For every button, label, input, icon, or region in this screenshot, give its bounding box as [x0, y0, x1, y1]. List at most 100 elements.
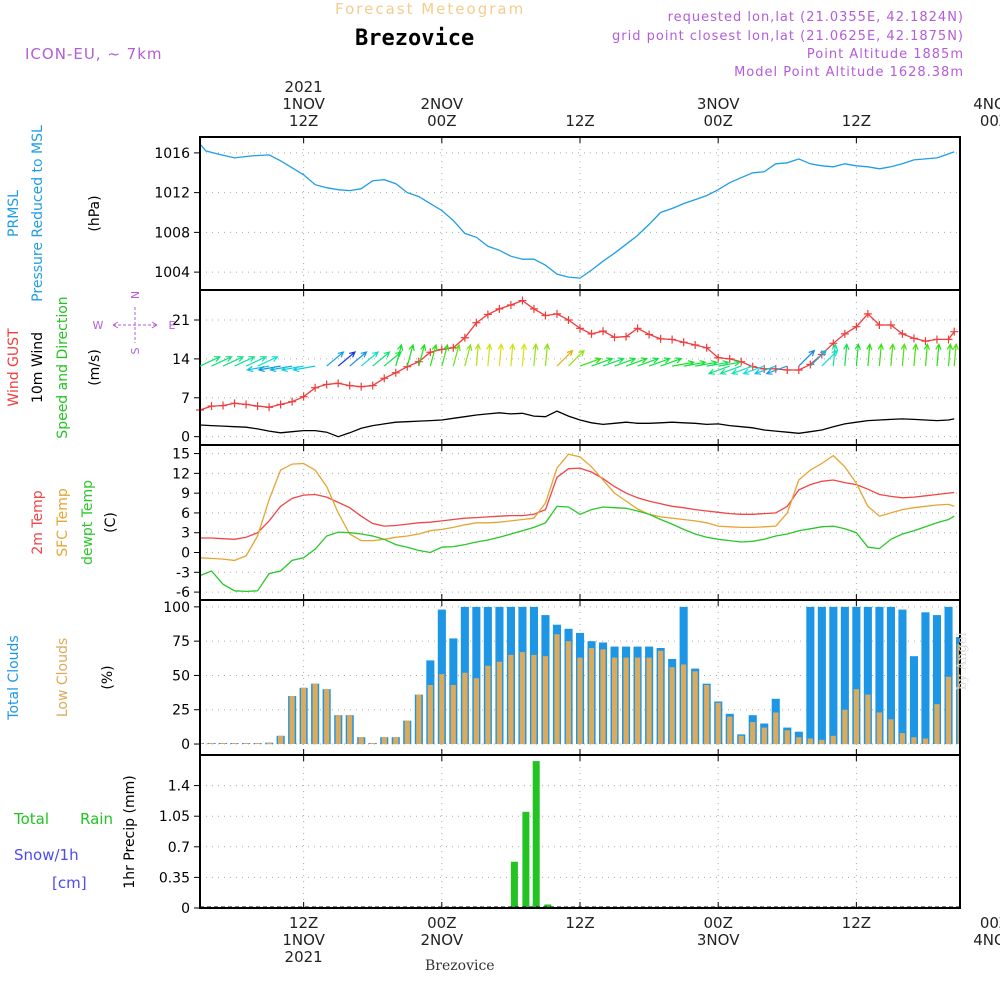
low-cloud-bar [427, 685, 433, 744]
low-cloud-bar [473, 678, 479, 744]
gust-marker [576, 324, 584, 333]
gust-marker [886, 321, 895, 329]
low-cloud-bar [439, 674, 445, 745]
low-cloud-bar [957, 643, 960, 744]
gust-marker [518, 296, 527, 305]
total-cloud-bar [472, 606, 481, 745]
wind-direction-arrow [730, 365, 753, 375]
panel-label-clouds: (%) [100, 665, 116, 689]
panel-label-wind: Wind GUST [6, 328, 22, 407]
top-time-label: 12Z [289, 112, 318, 130]
wind-direction-arrow [591, 357, 614, 367]
low-cloud-bar [220, 743, 226, 744]
model-point-altitude: Model Point Altitude 1628.38m [734, 65, 964, 80]
gust-marker [950, 327, 959, 336]
low-cloud-bar [945, 676, 952, 744]
wind-direction-arrow [579, 357, 603, 367]
low-cloud-bar [335, 715, 341, 744]
low-cloud-bar [635, 657, 641, 744]
panel-label-temperature: SFC Temp [55, 488, 71, 557]
low-cloud-bar [243, 743, 249, 744]
top-time-label: 00Z [703, 112, 732, 130]
bottom-time-label: 12Z [842, 914, 871, 932]
bottom-time-label: 2021 [285, 948, 323, 966]
total-cloud-bar [829, 606, 838, 745]
gust-marker [230, 399, 239, 408]
gust-marker [276, 400, 285, 409]
low-cloud-bar [830, 735, 836, 744]
low-cloud-bar [646, 657, 652, 744]
gust-marker [380, 374, 389, 383]
gust-marker [783, 366, 792, 374]
low-cloud-bar [381, 737, 387, 745]
gust-marker [702, 343, 711, 352]
y-tick-label: 3 [181, 526, 190, 542]
wind-direction-arrow [753, 365, 777, 375]
gust-marker [921, 337, 930, 346]
y-tick-label: 50 [172, 668, 190, 684]
total-cloud-bar [806, 606, 815, 745]
low-cloud-bar [842, 709, 848, 744]
panel-label-wind: (m/s) [87, 349, 103, 386]
y-tick-label: 0.35 [159, 870, 190, 886]
gust-marker [541, 311, 550, 320]
gust-marker [645, 330, 654, 339]
precip-label-cm: [cm] [52, 874, 87, 892]
gust-marker [403, 362, 412, 371]
low-cloud-bar [301, 687, 307, 744]
top-time-label: 4NOV [973, 95, 1000, 113]
low-cloud-bar [200, 743, 203, 744]
low-cloud-bar [704, 685, 710, 744]
low-cloud-bar [738, 735, 744, 744]
top-time-label: 00Z [427, 112, 456, 130]
bottom-time-label: 4NOV [973, 931, 1000, 949]
wind-direction-arrow [568, 349, 585, 367]
y-tick-label: 9 [181, 486, 190, 502]
gust-marker [587, 329, 596, 338]
wind-direction-arrow [372, 351, 391, 367]
low-cloud-bar [347, 715, 353, 744]
gust-marker [265, 403, 274, 412]
gust-marker [299, 392, 308, 401]
wind-direction-arrow [349, 351, 368, 367]
wind-direction-arrow [935, 342, 942, 367]
wind-direction-arrow [452, 343, 461, 367]
low-cloud-bar [588, 648, 595, 744]
rain-bar [532, 761, 540, 908]
panel-label-pressure: PRMSL [6, 190, 22, 237]
wind-direction-arrow [877, 342, 884, 367]
wind-direction-arrow [234, 356, 256, 367]
bottom-time-label: 12Z [565, 914, 594, 932]
low-cloud-bar [531, 654, 537, 745]
wind-direction-arrow [245, 356, 268, 367]
low-cloud-bar [312, 683, 318, 745]
total-cloud-bar [875, 606, 884, 745]
y-tick-label: 1016 [154, 146, 190, 162]
wind-direction-arrow [809, 349, 827, 367]
gust-marker [691, 341, 700, 349]
y-tick-label: 1008 [154, 225, 190, 241]
gust-marker [529, 304, 538, 313]
wind-direction-arrow [464, 343, 473, 367]
panel-label-temperature: 2m Temp [30, 490, 46, 554]
y-tick-label: 1004 [154, 265, 190, 281]
compass-n: N [129, 291, 142, 299]
gust-marker [863, 309, 872, 318]
low-cloud-bar [462, 672, 468, 744]
gust-marker [368, 381, 377, 390]
total-cloud-bar [863, 606, 872, 745]
compass-e: E [169, 319, 176, 332]
low-cloud-bar [669, 667, 675, 744]
series-line-10m-wind [199, 410, 955, 438]
wind-direction-arrow [637, 357, 660, 367]
wind-direction-arrow [497, 342, 504, 367]
total-cloud-bar [898, 609, 907, 744]
panel-label-clouds: Total Clouds [6, 635, 22, 720]
low-cloud-bar [404, 720, 410, 744]
total-cloud-bar [852, 606, 861, 745]
gust-marker [944, 335, 953, 344]
wind-direction-arrow [486, 342, 493, 367]
gust-marker [506, 301, 515, 309]
total-cloud-bar [817, 606, 826, 745]
